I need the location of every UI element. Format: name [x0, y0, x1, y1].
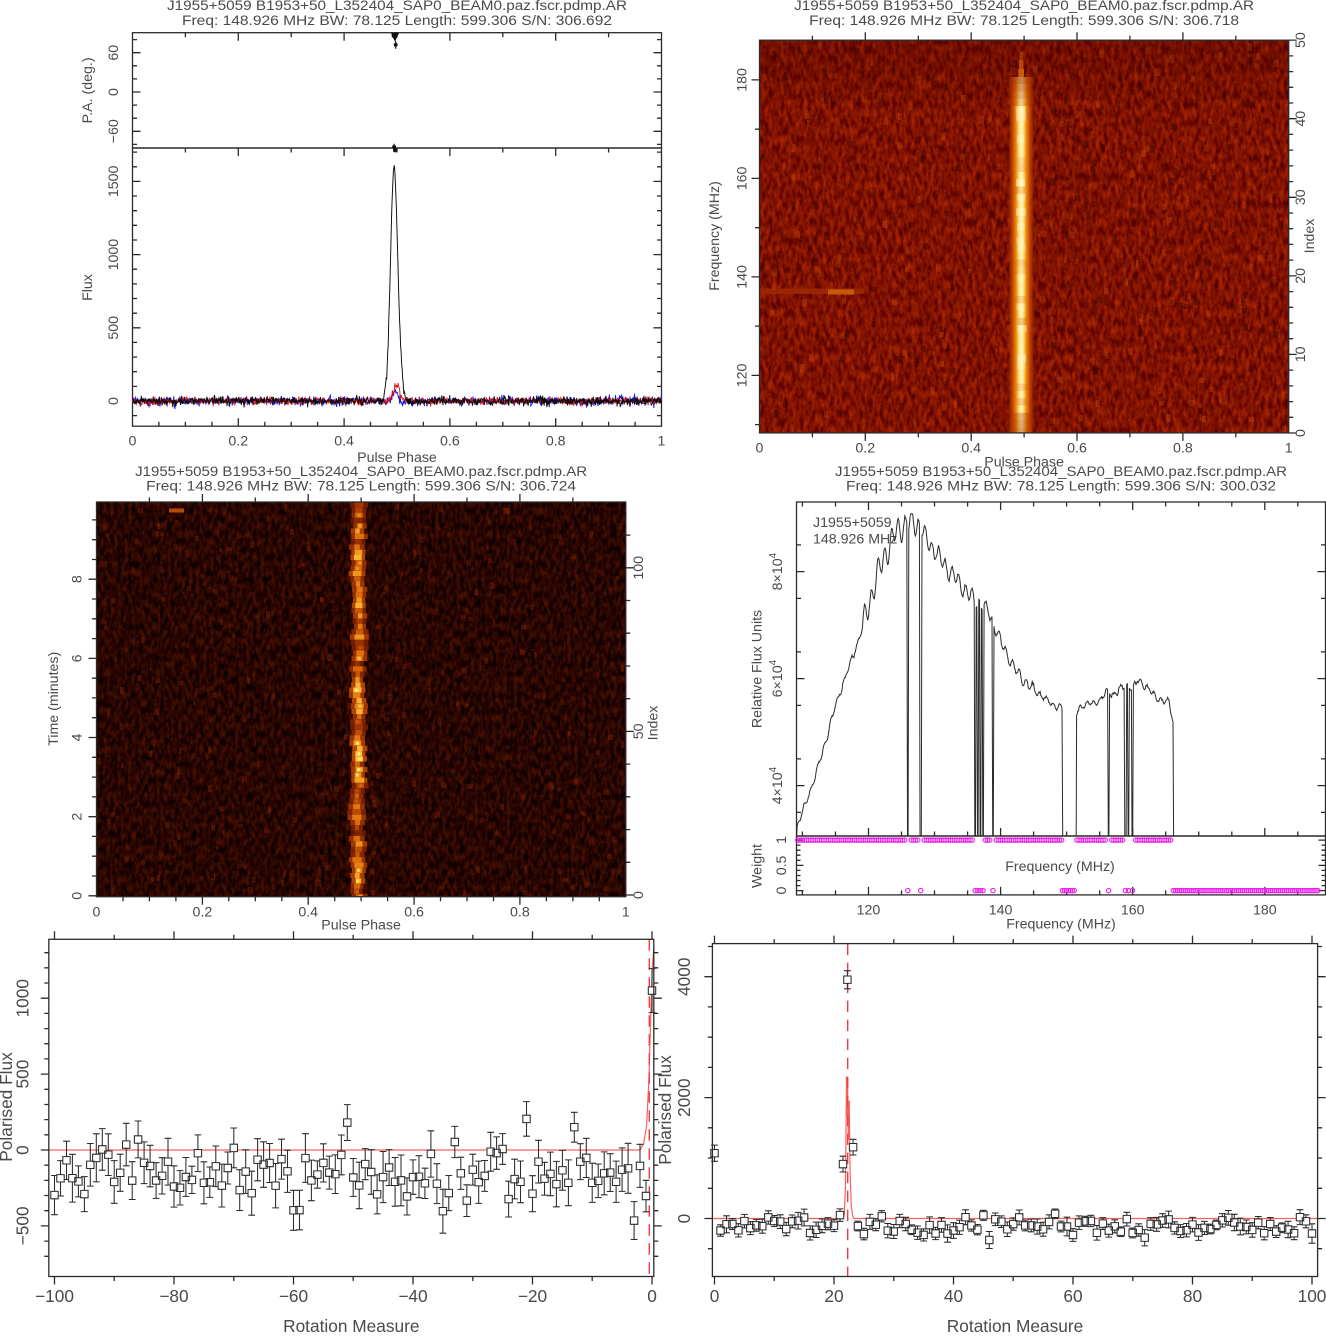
svg-text:140: 140 [989, 903, 1013, 919]
svg-text:Freq: 148.926 MHz BW: 78.125 L: Freq: 148.926 MHz BW: 78.125 Length: 599… [809, 13, 1239, 29]
svg-text:0: 0 [93, 905, 101, 921]
svg-text:0.6: 0.6 [404, 905, 424, 921]
svg-text:0: 0 [70, 892, 86, 900]
svg-text:4000: 4000 [674, 957, 694, 995]
svg-text:0.6: 0.6 [1067, 441, 1087, 457]
svg-text:0.4: 0.4 [961, 441, 981, 457]
svg-text:Weight: Weight [750, 844, 766, 888]
svg-text:0.2: 0.2 [855, 441, 875, 457]
svg-text:J1955+5059 B1953+50_L352404_SA: J1955+5059 B1953+50_L352404_SAP0_BEAM0.p… [835, 464, 1287, 480]
svg-text:6×104: 6×104 [768, 659, 786, 697]
svg-text:Polarised Flux: Polarised Flux [655, 1055, 675, 1165]
svg-text:0: 0 [774, 887, 790, 895]
svg-text:0.8: 0.8 [1173, 441, 1193, 457]
svg-text:4×104: 4×104 [768, 766, 786, 804]
svg-text:Pulse Phase: Pulse Phase [321, 918, 401, 934]
svg-text:120: 120 [857, 903, 881, 919]
svg-text:20: 20 [824, 1286, 843, 1306]
svg-text:Freq: 148.926 MHz BW: 78.125 L: Freq: 148.926 MHz BW: 78.125 Length: 599… [846, 479, 1276, 495]
svg-text:8×104: 8×104 [768, 552, 786, 590]
svg-text:40: 40 [1293, 111, 1309, 127]
svg-text:−500: −500 [13, 1206, 33, 1245]
svg-text:0: 0 [106, 88, 122, 96]
svg-text:Index: Index [1302, 219, 1318, 254]
svg-text:1000: 1000 [106, 239, 122, 271]
svg-text:J1955+5059 B1953+50_L352404_SA: J1955+5059 B1953+50_L352404_SAP0_BEAM0.p… [167, 0, 627, 14]
svg-text:−40: −40 [398, 1286, 427, 1306]
svg-text:Pulse Phase: Pulse Phase [984, 455, 1064, 471]
svg-text:J1955+5059 B1953+50_L352404_SA: J1955+5059 B1953+50_L352404_SAP0_BEAM0.p… [794, 0, 1254, 14]
svg-text:Polarised Flux: Polarised Flux [0, 1052, 16, 1162]
svg-text:0.8: 0.8 [546, 434, 566, 450]
svg-text:2000: 2000 [674, 1078, 694, 1116]
svg-text:148.926 MHz: 148.926 MHz [813, 532, 897, 548]
svg-text:1500: 1500 [106, 166, 122, 198]
svg-text:P.A. (deg.): P.A. (deg.) [80, 57, 96, 123]
svg-text:Flux: Flux [80, 274, 96, 301]
svg-text:Rotation Measure: Rotation Measure [283, 1316, 419, 1335]
svg-text:4: 4 [70, 733, 86, 741]
svg-text:100: 100 [1298, 1286, 1326, 1306]
svg-text:500: 500 [106, 316, 122, 340]
svg-text:0: 0 [129, 434, 137, 450]
svg-text:0.2: 0.2 [193, 905, 213, 921]
svg-text:−20: −20 [518, 1286, 547, 1306]
svg-text:J1955+5059: J1955+5059 [813, 515, 892, 531]
svg-text:0: 0 [674, 1214, 694, 1224]
svg-text:0.4: 0.4 [298, 905, 318, 921]
svg-text:50: 50 [631, 723, 647, 739]
svg-text:1: 1 [658, 434, 666, 450]
svg-text:0.5: 0.5 [774, 855, 790, 875]
svg-text:80: 80 [1183, 1286, 1202, 1306]
svg-text:0.4: 0.4 [334, 434, 354, 450]
svg-text:0: 0 [1293, 429, 1309, 437]
svg-text:100: 100 [631, 556, 647, 580]
svg-text:20: 20 [1293, 268, 1309, 284]
svg-text:0: 0 [710, 1286, 720, 1306]
svg-text:2: 2 [70, 813, 86, 821]
svg-text:0: 0 [631, 891, 647, 899]
svg-text:0.6: 0.6 [440, 434, 460, 450]
svg-text:Rotation Measure: Rotation Measure [947, 1316, 1083, 1335]
svg-text:180: 180 [1253, 903, 1277, 919]
svg-text:30: 30 [1293, 189, 1309, 205]
svg-text:160: 160 [735, 166, 751, 190]
svg-text:1000: 1000 [13, 979, 33, 1017]
svg-text:1: 1 [1285, 441, 1293, 457]
svg-text:Time (minutes): Time (minutes) [46, 652, 62, 746]
svg-text:0.8: 0.8 [510, 905, 530, 921]
svg-text:500: 500 [13, 1060, 33, 1089]
svg-text:10: 10 [1293, 346, 1309, 362]
svg-text:−100: −100 [35, 1286, 74, 1306]
svg-text:Frequency (MHz): Frequency (MHz) [1006, 917, 1116, 933]
svg-text:0: 0 [756, 441, 764, 457]
svg-text:50: 50 [1293, 32, 1309, 48]
svg-text:160: 160 [1121, 903, 1145, 919]
svg-text:6: 6 [70, 654, 86, 662]
svg-text:Pulse Phase: Pulse Phase [357, 450, 437, 466]
svg-text:Frequency (MHz): Frequency (MHz) [1005, 859, 1115, 875]
svg-text:0: 0 [13, 1145, 33, 1155]
svg-text:Frequency (MHz): Frequency (MHz) [707, 181, 723, 291]
svg-text:140: 140 [735, 265, 751, 289]
svg-text:0.2: 0.2 [228, 434, 248, 450]
svg-text:60: 60 [1063, 1286, 1082, 1306]
svg-text:Freq: 148.926 MHz BW: 78.125 L: Freq: 148.926 MHz BW: 78.125 Length: 599… [146, 479, 576, 495]
svg-text:−60: −60 [279, 1286, 308, 1306]
svg-text:Freq: 148.926 MHz BW: 78.125 L: Freq: 148.926 MHz BW: 78.125 Length: 599… [182, 13, 612, 29]
svg-text:60: 60 [106, 45, 122, 61]
svg-text:−60: −60 [106, 119, 122, 143]
svg-text:1: 1 [622, 905, 630, 921]
svg-text:0: 0 [647, 1286, 657, 1306]
svg-text:0: 0 [106, 397, 122, 405]
svg-text:−80: −80 [159, 1286, 188, 1306]
svg-text:Relative Flux Units: Relative Flux Units [750, 610, 766, 728]
svg-text:J1955+5059 B1953+50_L352404_SA: J1955+5059 B1953+50_L352404_SAP0_BEAM0.p… [135, 464, 587, 480]
svg-text:8: 8 [70, 575, 86, 583]
svg-text:40: 40 [944, 1286, 963, 1306]
svg-text:120: 120 [735, 363, 751, 387]
svg-text:180: 180 [735, 68, 751, 92]
svg-text:Index: Index [646, 706, 662, 741]
svg-text:1: 1 [774, 836, 790, 844]
